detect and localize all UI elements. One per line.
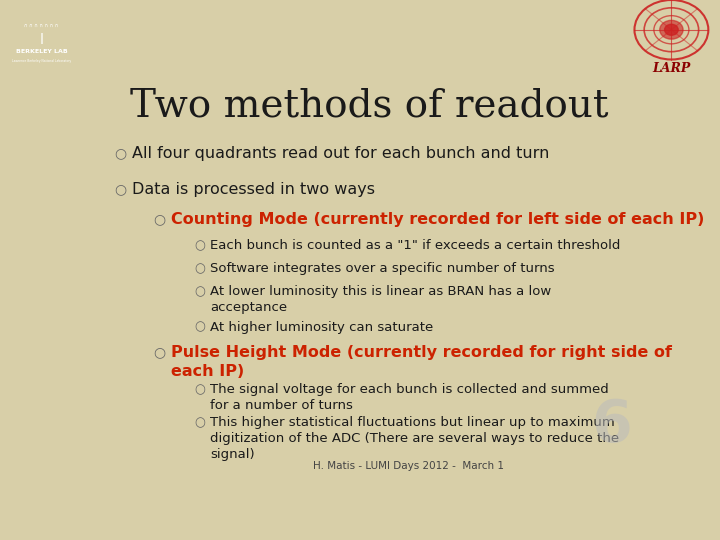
Text: ∩ ∩ ∩ ∩ ∩ ∩ ∩: ∩ ∩ ∩ ∩ ∩ ∩ ∩ bbox=[24, 23, 58, 28]
Text: BERKELEY LAB: BERKELEY LAB bbox=[16, 49, 67, 54]
Text: ○: ○ bbox=[153, 212, 166, 226]
Text: ○: ○ bbox=[194, 416, 204, 429]
Circle shape bbox=[665, 24, 678, 35]
Text: |: | bbox=[40, 33, 43, 44]
Text: Each bunch is counted as a "1" if exceeds a certain threshold: Each bunch is counted as a "1" if exceed… bbox=[210, 239, 621, 252]
Text: Data is processed in two ways: Data is processed in two ways bbox=[132, 183, 375, 198]
Text: ○: ○ bbox=[194, 239, 204, 252]
Circle shape bbox=[660, 21, 683, 39]
Text: Software integrates over a specific number of turns: Software integrates over a specific numb… bbox=[210, 262, 554, 275]
Text: H. Matis - LUMI Days 2012 -  March 1: H. Matis - LUMI Days 2012 - March 1 bbox=[312, 462, 503, 471]
Text: 6: 6 bbox=[591, 396, 632, 454]
Text: Counting Mode (currently recorded for left side of each IP): Counting Mode (currently recorded for le… bbox=[171, 212, 704, 227]
Text: ○: ○ bbox=[194, 383, 204, 396]
Text: LARP: LARP bbox=[652, 62, 690, 75]
Text: ○: ○ bbox=[194, 285, 204, 298]
Text: ○: ○ bbox=[194, 321, 204, 334]
Text: This higher statistical fluctuations but linear up to maximum
digitization of th: This higher statistical fluctuations but… bbox=[210, 416, 619, 461]
Text: Pulse Height Mode (currently recorded for right side of
each IP): Pulse Height Mode (currently recorded fo… bbox=[171, 346, 672, 379]
Text: ○: ○ bbox=[153, 346, 166, 360]
Text: Lawrence Berkeley National Laboratory: Lawrence Berkeley National Laboratory bbox=[12, 59, 71, 63]
Text: At lower luminosity this is linear as BRAN has a low
acceptance: At lower luminosity this is linear as BR… bbox=[210, 285, 552, 314]
Text: ○: ○ bbox=[194, 262, 204, 275]
Text: All four quadrants read out for each bunch and turn: All four quadrants read out for each bun… bbox=[132, 146, 549, 161]
Text: ○: ○ bbox=[114, 146, 127, 160]
Text: ○: ○ bbox=[114, 183, 127, 197]
Text: At higher luminosity can saturate: At higher luminosity can saturate bbox=[210, 321, 433, 334]
Text: Two methods of readout: Two methods of readout bbox=[130, 87, 608, 125]
Text: The signal voltage for each bunch is collected and summed
for a number of turns: The signal voltage for each bunch is col… bbox=[210, 383, 608, 412]
